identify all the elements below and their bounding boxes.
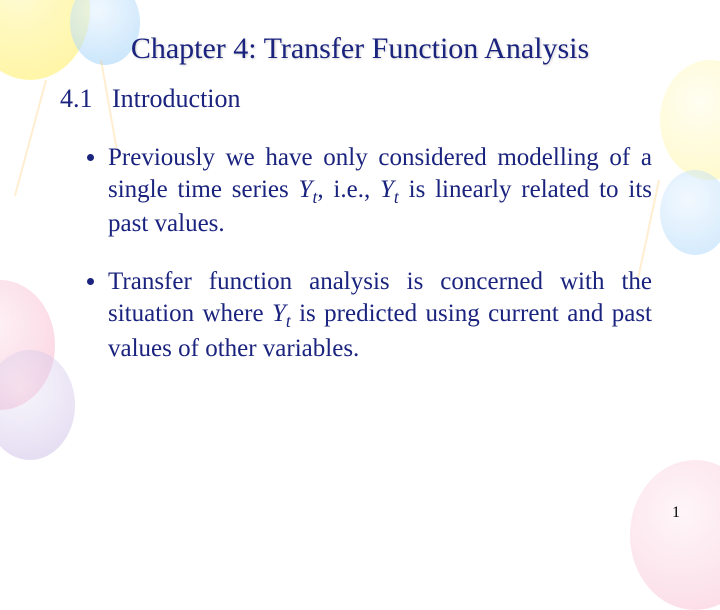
chapter-title: Chapter 4: Transfer Function Analysis bbox=[50, 32, 670, 66]
variable-yt: Yt bbox=[272, 300, 291, 327]
bullet-list: Previously we have only considered model… bbox=[50, 142, 670, 365]
bullet-item: Transfer function analysis is concerned … bbox=[108, 266, 652, 364]
page-number: 1 bbox=[672, 504, 680, 522]
section-title: Introduction bbox=[112, 84, 241, 113]
variable-yt: Yt bbox=[380, 176, 399, 203]
bullet-item: Previously we have only considered model… bbox=[108, 142, 652, 240]
section-number: 4.1 bbox=[60, 84, 93, 113]
variable-yt: Yt bbox=[299, 176, 318, 203]
section-heading: 4.1 Introduction bbox=[50, 84, 670, 114]
bullet-text: , i.e., bbox=[317, 176, 380, 203]
slide-content: Chapter 4: Transfer Function Analysis 4.… bbox=[0, 0, 720, 540]
